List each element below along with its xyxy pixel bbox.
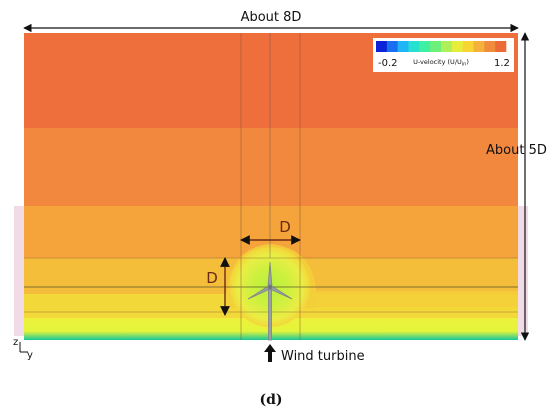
height-label: About 5D — [486, 143, 547, 158]
turbine-label: Wind turbine — [281, 349, 365, 364]
left-edge-shade — [14, 206, 24, 336]
legend-swatch — [441, 41, 453, 52]
legend-swatch — [376, 41, 388, 52]
axis-z-label: z — [13, 337, 18, 348]
legend-swatch — [462, 41, 474, 52]
panel-label: (d) — [259, 392, 282, 408]
legend-swatch — [397, 41, 409, 52]
axis-indicator — [19, 342, 28, 353]
legend-min-label: -0.2 — [378, 58, 398, 69]
legend-swatch — [473, 41, 485, 52]
wake-tail — [316, 291, 518, 307]
legend-swatch — [386, 41, 398, 52]
wind-turbine — [247, 261, 293, 341]
legend-swatch — [430, 41, 442, 52]
right-edge-shade — [518, 206, 528, 336]
turbine-pointer-arrow — [264, 344, 276, 362]
width-label: About 8D — [241, 10, 302, 25]
legend-swatch — [408, 41, 420, 52]
turbine-tower — [268, 286, 272, 341]
legend-swatch — [419, 41, 431, 52]
legend-swatch — [495, 41, 507, 52]
velocity-legend: -0.2 U-velocity (U/Uin) 1.2 — [373, 38, 514, 72]
legend-swatch — [451, 41, 463, 52]
legend-title: U-velocity (U/Uin) — [413, 58, 469, 68]
rotor-d-horizontal-label: D — [279, 218, 291, 236]
legend-swatch — [484, 41, 496, 52]
turbine-hub — [267, 284, 273, 290]
axis-y-label: y — [27, 350, 33, 361]
rotor-d-vertical-label: D — [206, 269, 218, 287]
legend-max-label: 1.2 — [494, 58, 510, 69]
legend-colorbar — [376, 41, 507, 52]
band-upper — [24, 128, 518, 206]
